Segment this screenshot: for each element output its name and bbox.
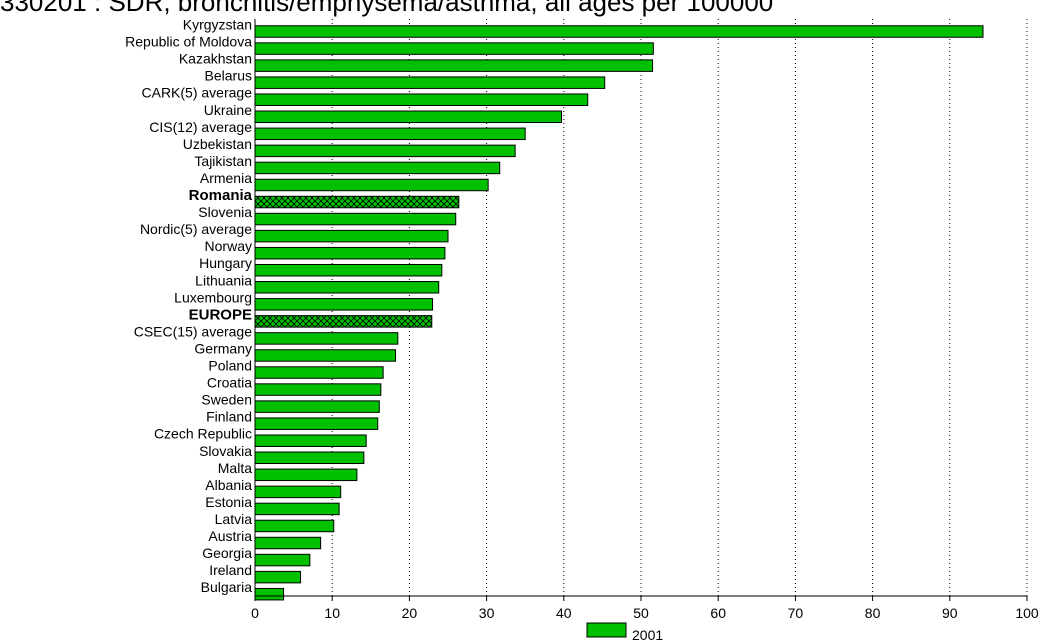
category-label: Estonia	[205, 494, 252, 510]
chart-title: 330201 : SDR, bronchitis/emphysema/asthm…	[0, 0, 1046, 17]
category-label: Nordic(5) average	[140, 221, 252, 237]
bar	[254, 144, 516, 158]
bar	[254, 59, 654, 72]
bar	[254, 332, 399, 345]
bar	[254, 502, 340, 516]
category-label: Kyrgyzstan	[183, 17, 252, 33]
bar	[254, 434, 367, 447]
bar	[254, 383, 382, 396]
bar	[254, 161, 501, 175]
bar	[254, 212, 457, 226]
bar	[254, 263, 443, 277]
x-tick-label: 80	[865, 605, 881, 621]
x-tick-label: 90	[942, 605, 958, 621]
bar	[254, 110, 562, 124]
category-label: Malta	[218, 460, 252, 476]
category-label: Republic of Moldova	[125, 34, 252, 50]
category-label: Uzbekistan	[183, 136, 252, 152]
bar	[254, 315, 433, 328]
bar	[254, 451, 365, 465]
category-label: Latvia	[215, 511, 253, 527]
category-label: Tajikistan	[194, 153, 252, 169]
bar	[254, 178, 489, 192]
bar	[254, 468, 358, 482]
bar	[254, 349, 397, 362]
bar	[254, 246, 446, 260]
bar	[254, 553, 311, 567]
bar	[254, 229, 449, 243]
category-label: Sweden	[201, 392, 252, 408]
bar	[254, 42, 654, 55]
category-label: Kazakhstan	[179, 51, 252, 67]
x-tick-label: 100	[1015, 605, 1039, 621]
bar	[254, 570, 302, 584]
category-label: Armenia	[200, 170, 252, 186]
category-label: Luxembourg	[174, 289, 252, 305]
category-label: Croatia	[207, 375, 252, 391]
category-label: Belarus	[205, 68, 252, 84]
x-axis: 0 10 20 30 40 50 60 70 80 90 100	[251, 19, 1039, 621]
x-tick-label: 50	[633, 605, 649, 621]
category-label: Hungary	[199, 255, 252, 271]
x-tick-label: 60	[710, 605, 726, 621]
bar	[254, 485, 342, 499]
chart-title-text: SDR, bronchitis/emphysema/asthma, all ag…	[108, 0, 774, 17]
bar	[254, 587, 285, 601]
bars	[254, 25, 984, 601]
category-label: Ireland	[209, 562, 252, 578]
bar	[254, 519, 335, 533]
category-label: Finland	[206, 409, 252, 425]
bar	[254, 536, 322, 550]
category-label: EUROPE	[189, 306, 252, 323]
x-tick-label: 0	[251, 605, 259, 621]
category-label: Lithuania	[195, 272, 252, 288]
x-tick-label: 40	[556, 605, 572, 621]
bar	[254, 25, 984, 38]
category-label: CSEC(15) average	[134, 323, 252, 339]
legend-label: 2001	[632, 627, 663, 642]
chart-title-code: 330201	[0, 0, 87, 17]
category-label: Austria	[208, 528, 252, 544]
bar	[254, 400, 380, 413]
category-label: Germany	[194, 340, 252, 356]
bar	[254, 93, 589, 106]
category-label: Bulgaria	[201, 579, 253, 595]
chart-title-sep: :	[94, 0, 109, 17]
bar	[254, 195, 460, 209]
category-label: CIS(12) average	[149, 119, 252, 135]
bar	[254, 127, 526, 141]
bar	[254, 76, 606, 89]
category-label: Poland	[208, 358, 252, 374]
bar	[254, 417, 379, 430]
category-label: Czech Republic	[154, 426, 252, 442]
bar	[254, 366, 384, 379]
bar	[254, 298, 434, 311]
category-label: Slovakia	[199, 443, 252, 459]
x-tick-label: 20	[402, 605, 418, 621]
bar	[254, 281, 440, 294]
category-label: Ukraine	[204, 102, 252, 118]
x-tick-label: 70	[788, 605, 804, 621]
x-tick-label: 10	[324, 605, 340, 621]
legend: 2001	[586, 622, 663, 642]
x-tick-label: 30	[479, 605, 495, 621]
category-label: Georgia	[202, 545, 252, 561]
category-label: Romania	[189, 187, 253, 204]
legend-swatch	[586, 622, 627, 638]
category-label: CARK(5) average	[142, 85, 253, 101]
category-label: Slovenia	[198, 204, 252, 220]
category-label: Norway	[205, 238, 252, 254]
category-label: Albania	[205, 477, 252, 493]
